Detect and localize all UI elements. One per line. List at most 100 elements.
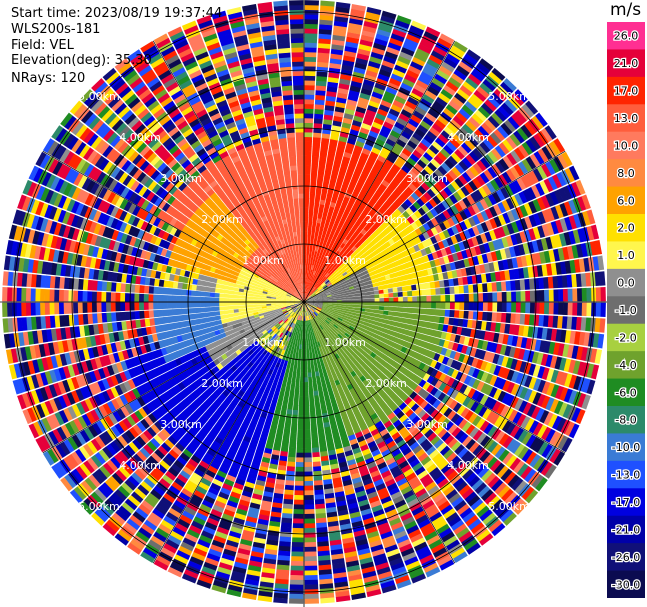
velocity-gate <box>454 233 463 243</box>
velocity-gate <box>322 123 332 130</box>
velocity-gate <box>311 160 319 167</box>
velocity-gate <box>418 216 427 225</box>
velocity-gate <box>491 163 502 176</box>
velocity-gate <box>519 204 529 217</box>
velocity-gate <box>314 203 320 209</box>
velocity-gate <box>308 381 313 387</box>
velocity-gate <box>371 46 385 56</box>
velocity-gate <box>415 79 429 90</box>
velocity-gate <box>465 168 476 180</box>
velocity-gate <box>324 234 330 241</box>
velocity-gate <box>514 147 526 161</box>
velocity-gate <box>372 86 385 96</box>
velocity-gate <box>392 266 399 273</box>
velocity-gate <box>437 115 450 126</box>
velocity-gate <box>346 302 352 305</box>
velocity-gate <box>363 195 371 204</box>
velocity-gate <box>372 214 380 222</box>
velocity-gate <box>327 251 333 258</box>
velocity-gate <box>402 268 409 275</box>
velocity-gate <box>290 433 297 439</box>
velocity-gate <box>299 339 302 345</box>
velocity-gate <box>372 163 382 172</box>
velocity-gate <box>468 116 481 129</box>
velocity-gate <box>433 182 444 192</box>
velocity-gate <box>315 222 321 229</box>
velocity-gate <box>457 145 469 157</box>
velocity-gate <box>501 236 509 248</box>
velocity-gate <box>304 117 314 124</box>
velocity-gate <box>324 171 332 178</box>
velocity-gate <box>304 28 318 34</box>
velocity-gate <box>458 174 468 186</box>
velocity-gate <box>363 207 371 215</box>
velocity-gate <box>454 202 464 213</box>
velocity-gate <box>291 542 304 548</box>
velocity-gate <box>329 286 335 291</box>
velocity-gate <box>331 259 337 266</box>
velocity-gate <box>334 15 349 23</box>
velocity-gate <box>332 120 342 127</box>
velocity-gate <box>506 210 516 223</box>
velocity-gate <box>461 142 472 154</box>
velocity-gate <box>292 523 304 529</box>
velocity-gate <box>472 147 484 160</box>
velocity-gate <box>480 156 491 169</box>
velocity-gate <box>464 183 474 194</box>
velocity-gate <box>369 217 377 225</box>
velocity-gate <box>309 202 315 209</box>
velocity-gate <box>304 410 310 416</box>
velocity-gate <box>407 267 414 274</box>
velocity-gate <box>472 177 482 189</box>
velocity-gate <box>340 215 347 223</box>
velocity-gate <box>371 195 379 203</box>
velocity-gate <box>304 23 318 30</box>
velocity-gate <box>341 297 347 300</box>
velocity-gate <box>331 39 345 46</box>
velocity-gate <box>317 247 322 253</box>
velocity-gate <box>341 232 348 239</box>
velocity-gate <box>368 100 380 109</box>
velocity-gate <box>317 213 323 219</box>
velocity-gate <box>327 186 335 193</box>
velocity-gate <box>330 290 336 294</box>
velocity-gate <box>306 294 311 299</box>
velocity-gate <box>320 218 326 225</box>
velocity-gate <box>307 372 312 378</box>
velocity-gate <box>364 291 370 296</box>
velocity-gate <box>321 214 328 221</box>
velocity-gate <box>424 178 434 189</box>
velocity-gate <box>514 110 528 124</box>
velocity-gate <box>322 265 328 271</box>
velocity-gate <box>490 92 504 105</box>
velocity-gate <box>541 209 551 223</box>
velocity-gate <box>345 289 351 294</box>
velocity-gate <box>467 97 481 109</box>
velocity-gate <box>475 234 484 245</box>
velocity-gate <box>309 250 313 256</box>
velocity-gate <box>317 262 322 268</box>
velocity-gate <box>383 288 389 294</box>
velocity-gate <box>426 130 438 141</box>
velocity-gate <box>343 285 350 289</box>
velocity-gate <box>314 288 319 293</box>
velocity-gate <box>356 136 367 144</box>
velocity-gate <box>434 214 443 224</box>
velocity-gate <box>505 136 518 150</box>
velocity-gate <box>490 179 500 191</box>
velocity-gate <box>476 223 485 234</box>
velocity-gate <box>537 211 547 225</box>
velocity-gate <box>502 212 511 224</box>
velocity-gate <box>511 113 524 127</box>
velocity-gate <box>308 386 314 392</box>
velocity-gate <box>449 302 456 310</box>
velocity-gate <box>487 193 498 206</box>
velocity-gate <box>345 240 352 247</box>
velocity-gate <box>304 155 312 161</box>
velocity-gate <box>447 183 457 194</box>
velocity-gate <box>383 142 394 151</box>
velocity-gate <box>344 287 350 291</box>
velocity-gate <box>289 437 297 444</box>
velocity-gate <box>480 210 490 222</box>
velocity-gate <box>323 286 329 291</box>
